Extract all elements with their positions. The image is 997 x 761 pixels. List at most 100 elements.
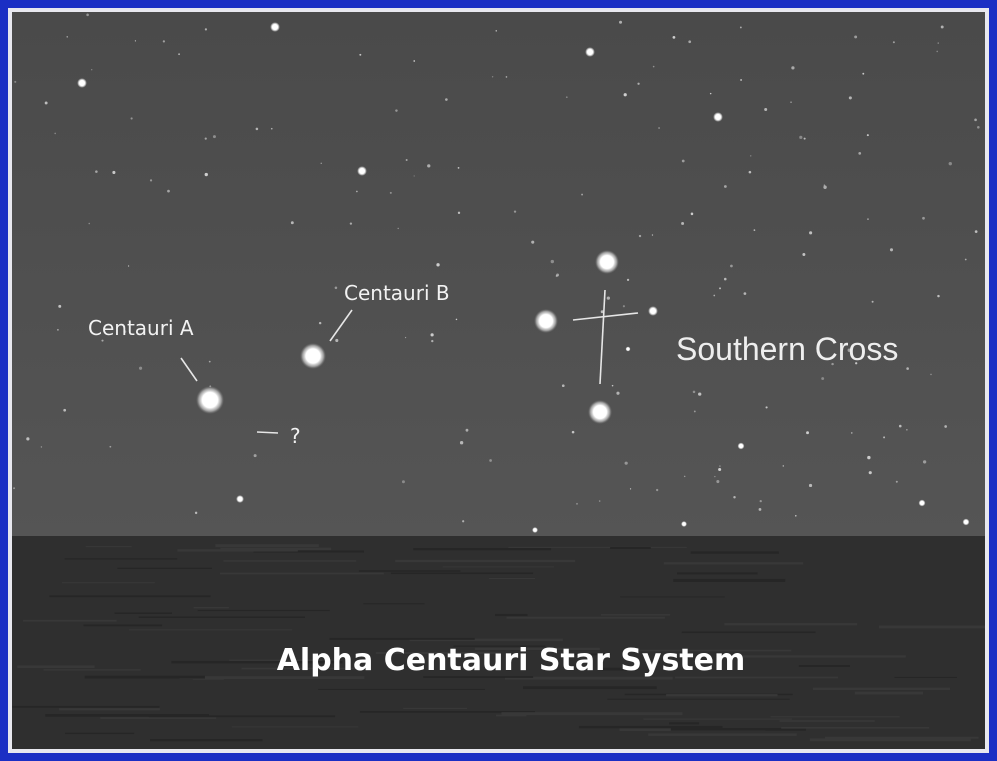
star <box>458 167 460 169</box>
wave <box>643 719 792 720</box>
star <box>759 508 762 511</box>
wave <box>779 720 874 722</box>
star <box>67 36 68 37</box>
wave <box>359 570 460 572</box>
wave <box>507 617 665 619</box>
wave <box>149 715 335 717</box>
star <box>718 468 721 471</box>
wave <box>193 679 224 680</box>
star <box>858 152 861 155</box>
star <box>58 305 61 308</box>
star <box>750 155 751 156</box>
star <box>890 248 893 251</box>
star <box>862 73 864 75</box>
wave <box>12 706 159 708</box>
star <box>626 347 631 352</box>
star <box>740 26 742 28</box>
star <box>256 128 259 131</box>
wave <box>220 573 384 575</box>
star <box>163 40 165 42</box>
wave <box>501 712 682 715</box>
wave <box>682 632 816 634</box>
star <box>531 241 534 244</box>
wave <box>85 676 205 679</box>
star <box>688 40 691 43</box>
star <box>271 128 273 130</box>
star <box>506 76 508 78</box>
wave <box>610 547 651 549</box>
star <box>738 443 745 450</box>
star <box>77 78 87 88</box>
caption: Alpha Centauri Star System <box>277 643 746 678</box>
star <box>849 96 852 99</box>
wave <box>607 699 789 700</box>
star <box>694 410 696 412</box>
star <box>562 384 565 387</box>
star <box>906 367 909 370</box>
wave <box>198 610 330 611</box>
star <box>335 287 338 290</box>
star <box>719 287 721 289</box>
star <box>95 170 98 173</box>
star <box>919 500 926 507</box>
star <box>639 235 641 237</box>
wave <box>771 716 900 717</box>
star <box>791 66 794 69</box>
star <box>131 117 133 119</box>
star <box>809 231 812 234</box>
star <box>724 185 727 188</box>
wave <box>781 727 929 729</box>
star <box>681 222 684 225</box>
star <box>854 35 857 38</box>
star <box>627 279 629 281</box>
star <box>460 441 463 444</box>
star <box>496 30 497 31</box>
wave <box>139 617 305 618</box>
label: Centauri B <box>344 281 450 305</box>
star <box>869 471 872 474</box>
wave <box>395 560 575 562</box>
star <box>205 173 208 176</box>
star-cross <box>534 309 558 333</box>
star <box>806 431 809 434</box>
star <box>949 162 952 165</box>
wave <box>691 551 779 553</box>
star <box>872 301 874 303</box>
star <box>599 500 601 502</box>
star <box>624 93 627 96</box>
star <box>150 179 152 181</box>
star <box>937 295 939 297</box>
star <box>899 425 902 428</box>
wave <box>65 558 178 559</box>
star <box>691 213 694 216</box>
star <box>714 476 715 477</box>
wave <box>59 708 160 710</box>
star <box>576 503 578 505</box>
star <box>713 112 723 122</box>
star <box>710 93 711 94</box>
star <box>458 212 460 214</box>
star-cross <box>595 250 619 274</box>
wave <box>403 708 467 709</box>
star <box>754 229 756 231</box>
star <box>395 109 397 111</box>
wave <box>523 686 657 689</box>
star <box>109 446 111 448</box>
wave <box>84 624 163 626</box>
star <box>975 230 978 233</box>
wave <box>443 566 554 567</box>
star <box>128 265 129 266</box>
wave <box>508 547 686 548</box>
wave <box>669 722 699 724</box>
star <box>623 305 625 307</box>
star <box>14 81 16 83</box>
wave <box>223 560 356 562</box>
star <box>724 278 727 281</box>
star <box>178 53 180 55</box>
wave <box>825 737 979 739</box>
star <box>356 191 358 193</box>
wave <box>579 726 723 728</box>
star <box>922 217 925 220</box>
star <box>88 223 90 225</box>
star <box>930 374 932 376</box>
